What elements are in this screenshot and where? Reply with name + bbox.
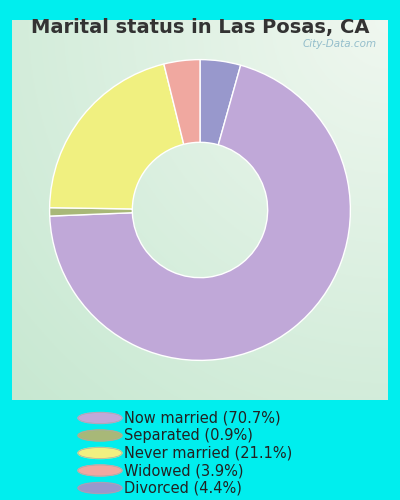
Text: Widowed (3.9%): Widowed (3.9%) (124, 463, 244, 478)
Text: Now married (70.7%): Now married (70.7%) (124, 410, 281, 426)
Circle shape (78, 448, 122, 458)
Text: Separated (0.9%): Separated (0.9%) (124, 428, 253, 443)
Wedge shape (50, 65, 350, 360)
Circle shape (78, 412, 122, 424)
Text: Never married (21.1%): Never married (21.1%) (124, 446, 292, 460)
Wedge shape (50, 64, 184, 209)
Circle shape (78, 430, 122, 441)
Wedge shape (164, 60, 200, 144)
Circle shape (78, 465, 122, 476)
Wedge shape (200, 60, 241, 145)
Text: City-Data.com: City-Data.com (302, 39, 377, 49)
Text: Marital status in Las Posas, CA: Marital status in Las Posas, CA (31, 18, 369, 36)
Wedge shape (50, 208, 132, 216)
Circle shape (78, 482, 122, 494)
Text: Divorced (4.4%): Divorced (4.4%) (124, 480, 242, 496)
